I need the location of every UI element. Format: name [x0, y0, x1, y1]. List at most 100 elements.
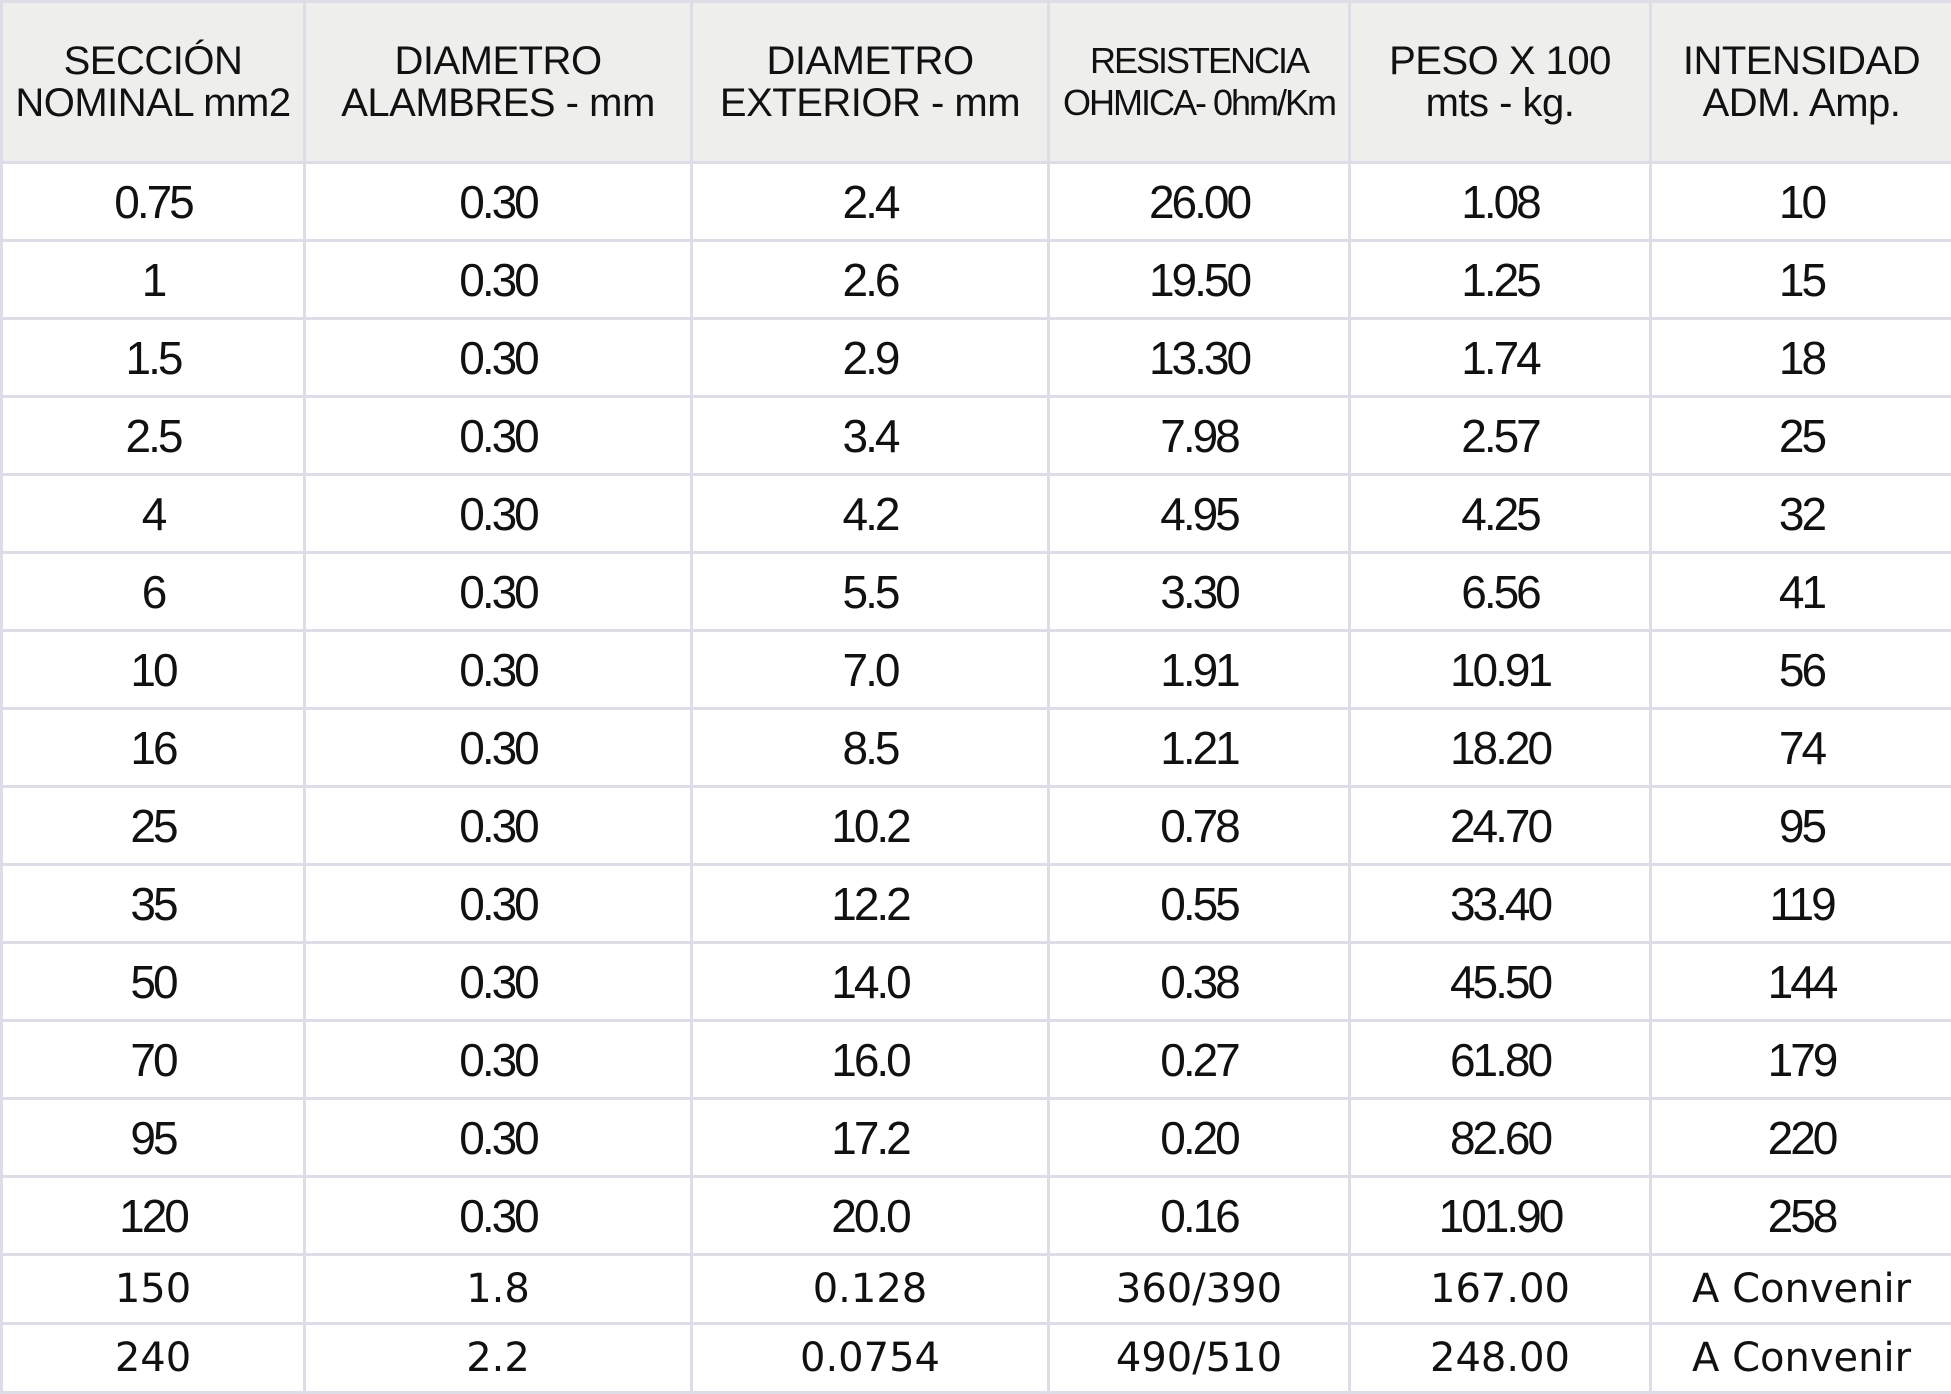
cell-peso: 1.74 — [1350, 319, 1651, 397]
table-row: 16 0.30 8.5 1.21 18.20 74 — [2, 709, 1951, 787]
header-line: INTENSIDAD — [1652, 40, 1951, 82]
cell-seccion: 10 — [2, 631, 305, 709]
cell-intensidad: 220 — [1651, 1099, 1951, 1177]
header-line: ALAMBRES - mm — [306, 82, 690, 124]
cell-peso: 1.08 — [1350, 163, 1651, 241]
cell-diametro-exterior: 2.9 — [692, 319, 1049, 397]
cell-peso: 33.40 — [1350, 865, 1651, 943]
table-row: 1.5 0.30 2.9 13.30 1.74 18 — [2, 319, 1951, 397]
cell-intensidad: 56 — [1651, 631, 1951, 709]
cell-seccion: 25 — [2, 787, 305, 865]
header-line: OHMICA- 0hm/Km — [1050, 82, 1348, 124]
header-line: SECCIÓN — [3, 40, 303, 82]
cell-peso: 6.56 — [1350, 553, 1651, 631]
cell-diametro-alambres: 0.30 — [305, 865, 692, 943]
cell-resistencia: 4.95 — [1049, 475, 1350, 553]
header-line: RESISTENCIA — [1050, 40, 1348, 82]
cell-peso: 82.60 — [1350, 1099, 1651, 1177]
header-intensidad: INTENSIDAD ADM. Amp. — [1651, 2, 1951, 163]
cell-diametro-alambres: 0.30 — [305, 787, 692, 865]
cell-intensidad: 179 — [1651, 1021, 1951, 1099]
cell-resistencia: 0.27 — [1049, 1021, 1350, 1099]
cell-resistencia: 0.78 — [1049, 787, 1350, 865]
header-line: DIAMETRO — [693, 40, 1047, 82]
cell-intensidad: 32 — [1651, 475, 1951, 553]
cell-seccion: 95 — [2, 1099, 305, 1177]
cell-diametro-alambres: 0.30 — [305, 1177, 692, 1255]
header-line: ADM. Amp. — [1652, 82, 1951, 124]
cell-seccion: 70 — [2, 1021, 305, 1099]
cell-peso: 101.90 — [1350, 1177, 1651, 1255]
header-line: mts - kg. — [1351, 82, 1649, 124]
cell-diametro-exterior: 7.0 — [692, 631, 1049, 709]
cell-diametro-alambres: 0.30 — [305, 553, 692, 631]
cell-seccion: 120 — [2, 1177, 305, 1255]
cell-peso: 24.70 — [1350, 787, 1651, 865]
cell-resistencia: 360/390 — [1049, 1255, 1350, 1324]
table-row: 50 0.30 14.0 0.38 45.50 144 — [2, 943, 1951, 1021]
header-diametro-exterior: DIAMETRO EXTERIOR - mm — [692, 2, 1049, 163]
cell-diametro-alambres: 0.30 — [305, 709, 692, 787]
cell-resistencia: 1.91 — [1049, 631, 1350, 709]
cell-diametro-exterior: 12.2 — [692, 865, 1049, 943]
cell-peso: 167.00 — [1350, 1255, 1651, 1324]
table-row: 1 0.30 2.6 19.50 1.25 15 — [2, 241, 1951, 319]
cell-diametro-alambres: 0.30 — [305, 241, 692, 319]
header-seccion-nominal: SECCIÓN NOMINAL mm2 — [2, 2, 305, 163]
table-row: 120 0.30 20.0 0.16 101.90 258 — [2, 1177, 1951, 1255]
cell-seccion: 4 — [2, 475, 305, 553]
cell-diametro-alambres: 0.30 — [305, 1099, 692, 1177]
cell-diametro-exterior: 16.0 — [692, 1021, 1049, 1099]
cell-diametro-alambres: 0.30 — [305, 319, 692, 397]
cell-intensidad: 95 — [1651, 787, 1951, 865]
header-line: DIAMETRO — [306, 40, 690, 82]
cell-resistencia: 19.50 — [1049, 241, 1350, 319]
cell-diametro-alambres: 0.30 — [305, 943, 692, 1021]
cell-intensidad: 74 — [1651, 709, 1951, 787]
table-row: 35 0.30 12.2 0.55 33.40 119 — [2, 865, 1951, 943]
cell-diametro-alambres: 0.30 — [305, 163, 692, 241]
table-row: 95 0.30 17.2 0.20 82.60 220 — [2, 1099, 1951, 1177]
table-row: 2.5 0.30 3.4 7.98 2.57 25 — [2, 397, 1951, 475]
cell-resistencia: 0.16 — [1049, 1177, 1350, 1255]
cell-resistencia: 3.30 — [1049, 553, 1350, 631]
header-line: NOMINAL mm2 — [3, 82, 303, 124]
cell-peso: 2.57 — [1350, 397, 1651, 475]
cell-seccion: 1.5 — [2, 319, 305, 397]
table-row: 4 0.30 4.2 4.95 4.25 32 — [2, 475, 1951, 553]
cell-intensidad: 15 — [1651, 241, 1951, 319]
cell-diametro-exterior: 14.0 — [692, 943, 1049, 1021]
cell-seccion: 35 — [2, 865, 305, 943]
cell-diametro-exterior: 3.4 — [692, 397, 1049, 475]
table-row: 25 0.30 10.2 0.78 24.70 95 — [2, 787, 1951, 865]
cell-peso: 4.25 — [1350, 475, 1651, 553]
header-line: EXTERIOR - mm — [693, 82, 1047, 124]
cell-resistencia: 26.00 — [1049, 163, 1350, 241]
cell-diametro-exterior: 4.2 — [692, 475, 1049, 553]
cell-diametro-exterior: 17.2 — [692, 1099, 1049, 1177]
header-diametro-alambres: DIAMETRO ALAMBRES - mm — [305, 2, 692, 163]
cell-resistencia: 0.38 — [1049, 943, 1350, 1021]
cell-seccion: 50 — [2, 943, 305, 1021]
cell-diametro-exterior: 0.128 — [692, 1255, 1049, 1324]
table-row: 70 0.30 16.0 0.27 61.80 179 — [2, 1021, 1951, 1099]
cell-diametro-exterior: 2.4 — [692, 163, 1049, 241]
cell-peso: 61.80 — [1350, 1021, 1651, 1099]
cell-diametro-exterior: 2.6 — [692, 241, 1049, 319]
cell-seccion: 1 — [2, 241, 305, 319]
cell-intensidad: 10 — [1651, 163, 1951, 241]
header-line: PESO X 100 — [1351, 40, 1649, 82]
table-row: 240 2.2 0.0754 490/510 248.00 A Convenir — [2, 1324, 1951, 1393]
cell-diametro-alambres: 0.30 — [305, 475, 692, 553]
cell-intensidad: 144 — [1651, 943, 1951, 1021]
cell-peso: 248.00 — [1350, 1324, 1651, 1393]
cell-seccion: 150 — [2, 1255, 305, 1324]
cell-diametro-alambres: 0.30 — [305, 397, 692, 475]
cell-diametro-alambres: 2.2 — [305, 1324, 692, 1393]
cell-intensidad: 119 — [1651, 865, 1951, 943]
cell-peso: 10.91 — [1350, 631, 1651, 709]
table-row: 0.75 0.30 2.4 26.00 1.08 10 — [2, 163, 1951, 241]
cell-seccion: 240 — [2, 1324, 305, 1393]
cell-peso: 1.25 — [1350, 241, 1651, 319]
cell-resistencia: 13.30 — [1049, 319, 1350, 397]
